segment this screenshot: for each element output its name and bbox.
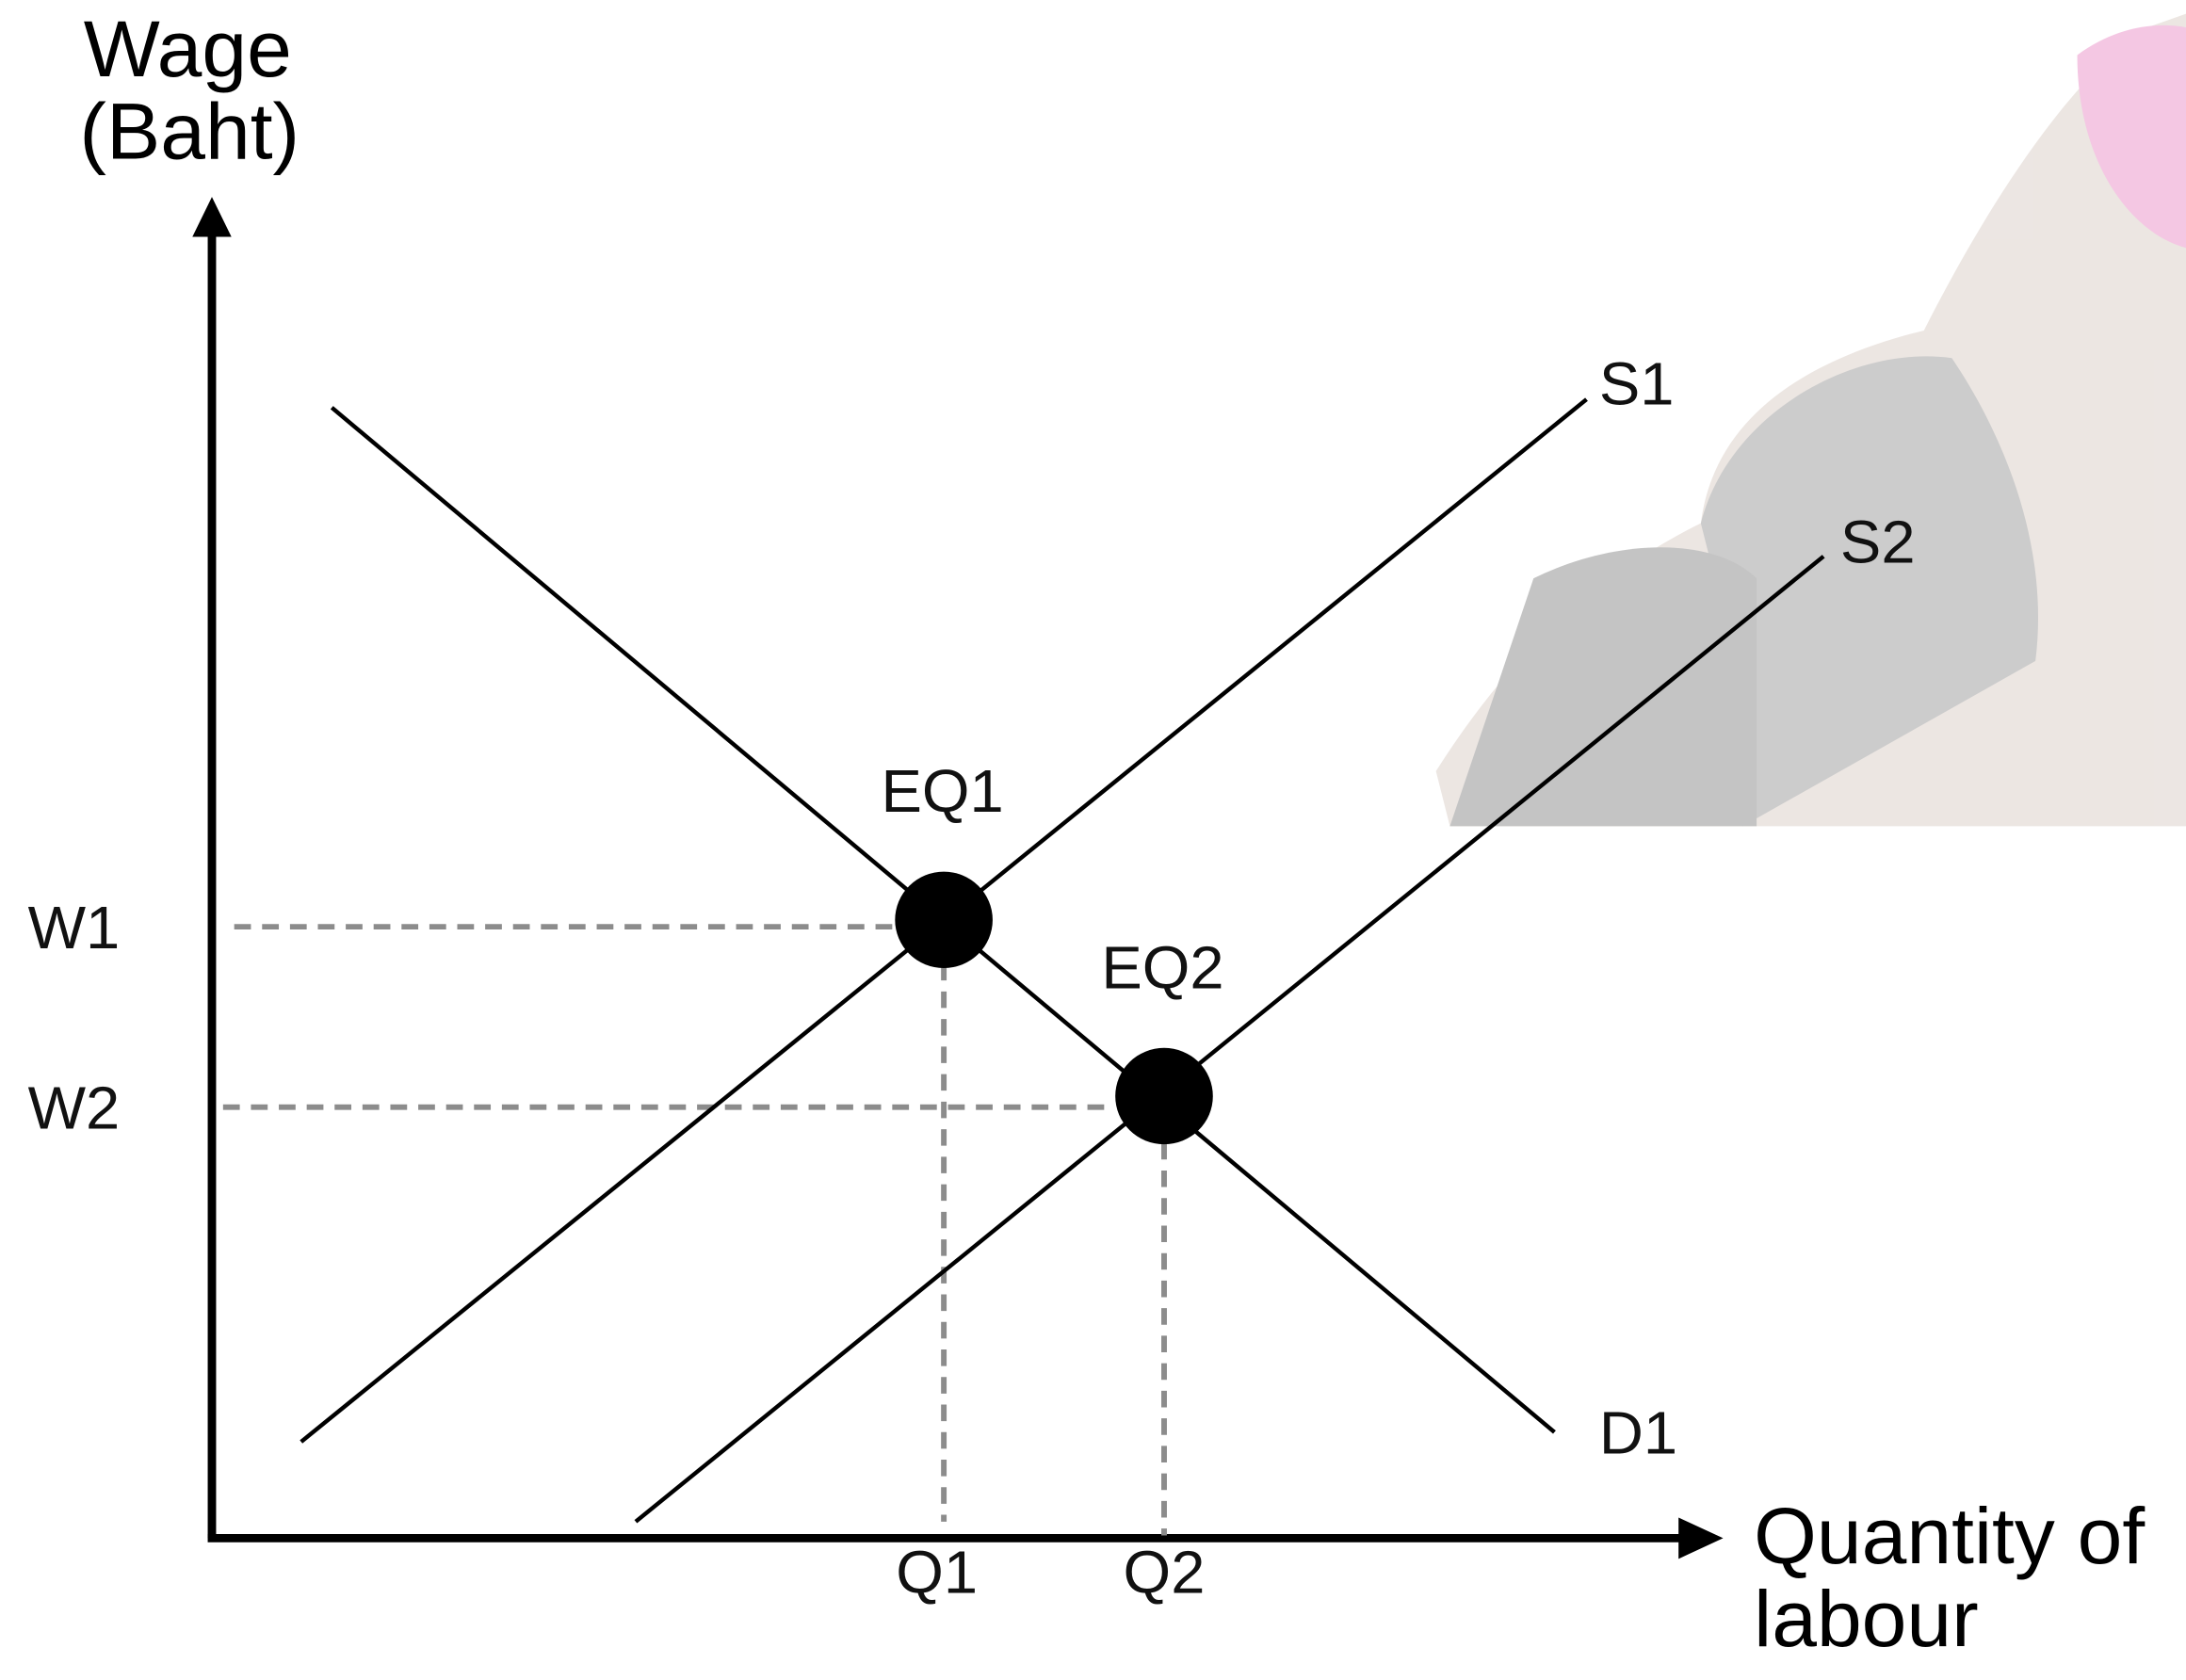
quantity-label: Q2 <box>1124 1538 1206 1607</box>
x-axis-arrow <box>1678 1517 1723 1559</box>
equilibrium-point <box>895 872 993 968</box>
supply-demand-diagram: Wage (Baht) Quantity of labour S1 S2 D1 … <box>0 0 2186 1680</box>
y-axis-title: (Baht) <box>79 88 300 176</box>
quantity-label: Q1 <box>896 1538 978 1607</box>
curve-label: S1 <box>1599 349 1675 418</box>
equilibrium-label: EQ2 <box>1101 933 1223 1002</box>
x-axis-title: Quantity of <box>1754 1493 2145 1581</box>
equilibrium-label: EQ1 <box>881 757 1003 826</box>
supply-curve-2 <box>636 557 1823 1522</box>
wage-label: W1 <box>28 893 121 961</box>
y-axis-title: Wage <box>84 5 292 93</box>
x-axis-title: labour <box>1754 1575 1979 1663</box>
curve-label: D1 <box>1599 1398 1677 1467</box>
equilibrium-point <box>1115 1048 1213 1144</box>
y-axis-arrow <box>192 197 231 236</box>
page: {"y_axis": {"title_lines": ["Wage", "(Ba… <box>0 0 2186 1680</box>
curve-label: S2 <box>1840 508 1916 576</box>
background-illustration <box>1436 14 2186 827</box>
wage-label: W2 <box>28 1074 121 1142</box>
